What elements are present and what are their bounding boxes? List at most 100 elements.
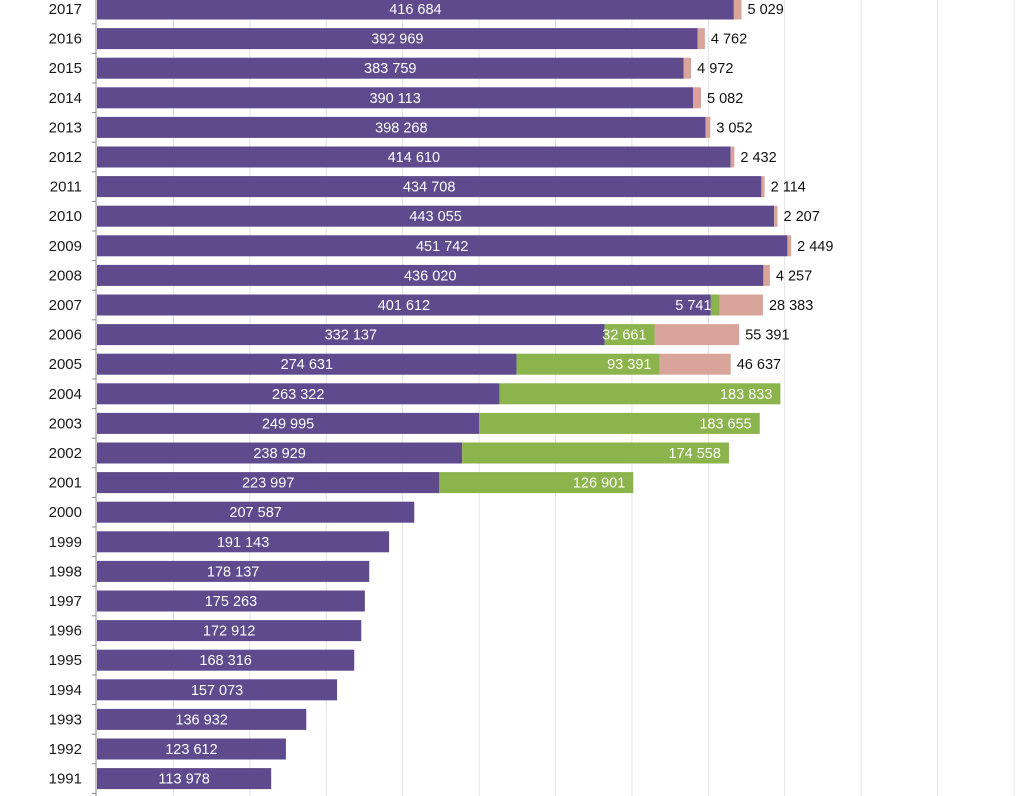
- bar-pink: [693, 87, 701, 109]
- bar-purple: [97, 472, 440, 494]
- value-label-purple: 416 684: [389, 2, 441, 18]
- bar-purple: [97, 412, 480, 434]
- year-label: 1994: [49, 682, 82, 699]
- value-label-purple: 175 263: [205, 594, 257, 610]
- bar-purple: [97, 531, 390, 553]
- value-label-purple: 332 137: [325, 328, 377, 344]
- bar-purple: [97, 353, 517, 375]
- bar-pink: [774, 205, 778, 227]
- value-label-purple: 401 612: [378, 298, 430, 314]
- value-label-green: 126 901: [573, 476, 625, 492]
- value-label-purple: 168 316: [199, 653, 251, 669]
- bar-purple: [97, 560, 370, 582]
- bar-purple: [97, 620, 362, 642]
- bar-pink: [761, 176, 765, 198]
- bar-green: [439, 472, 634, 494]
- value-label-pink: 55 391: [745, 328, 789, 344]
- value-label-purple: 223 997: [242, 476, 294, 492]
- bar-purple: [97, 383, 500, 405]
- bar-purple: [97, 146, 731, 168]
- bar-pink: [719, 294, 763, 316]
- year-label: 2016: [49, 31, 82, 48]
- bar-green: [516, 353, 660, 375]
- value-label-pink: 2 432: [740, 150, 776, 166]
- y-axis: 2017 2016 2015 2014 2013 2012 2011 2010 2009 2008…: [49, 0, 97, 796]
- value-label-purple: 191 143: [217, 535, 269, 551]
- year-label: 2000: [49, 504, 82, 521]
- bar-pink: [733, 0, 742, 20]
- bar-green: [710, 294, 720, 316]
- bar-purple: [97, 649, 355, 671]
- year-label: 2010: [49, 208, 82, 225]
- value-label-purple: 274 631: [281, 357, 333, 373]
- value-label-green: 5 741: [675, 298, 711, 314]
- value-label-purple: 238 929: [253, 446, 305, 462]
- year-label: 2008: [49, 267, 82, 284]
- bar-purple: [97, 57, 684, 79]
- value-label-purple: 136 932: [175, 712, 227, 728]
- value-label-purple: 414 610: [388, 150, 440, 166]
- bar-pink: [697, 28, 705, 50]
- bar-purple: [97, 324, 605, 346]
- value-label-purple: 383 759: [364, 61, 416, 77]
- value-label-purple: 398 268: [375, 120, 427, 136]
- year-label: 2007: [49, 297, 82, 314]
- value-label-purple: 123 612: [165, 742, 217, 758]
- bar-purple: [97, 442, 463, 464]
- value-label-pink: 5 082: [707, 91, 743, 107]
- year-label: 2006: [49, 327, 82, 344]
- bar-pink: [705, 116, 711, 138]
- bar-green: [479, 412, 760, 434]
- value-label-pink: 2 114: [771, 180, 806, 196]
- bars: [97, 0, 792, 790]
- value-label-purple: 157 073: [191, 683, 243, 699]
- labels: 416 684 5 029 392 969 4 762 383 759 4 972 390 …: [158, 2, 833, 788]
- bar-pink: [654, 324, 740, 346]
- value-label-pink: 4 762: [711, 32, 747, 48]
- year-label: 1992: [49, 741, 82, 758]
- bar-purple: [97, 738, 286, 760]
- value-label-green: 183 655: [699, 416, 751, 432]
- bar-purple: [97, 590, 365, 612]
- value-label-pink: 46 637: [737, 357, 781, 373]
- value-label-pink: 4 257: [776, 268, 812, 284]
- value-label-purple: 172 912: [203, 624, 255, 640]
- bar-purple: [97, 501, 415, 523]
- value-label-purple: 436 020: [404, 268, 456, 284]
- value-label-pink: 4 972: [697, 61, 733, 77]
- value-label-purple: 443 055: [409, 209, 461, 225]
- year-label: 2011: [50, 179, 82, 196]
- bar-green: [604, 324, 655, 346]
- bar-pink: [659, 353, 731, 375]
- bar-pink: [730, 146, 735, 168]
- bar-purple: [97, 205, 775, 227]
- year-label: 2004: [49, 386, 82, 403]
- value-label-purple: 178 137: [207, 564, 259, 580]
- year-label: 2014: [49, 90, 82, 107]
- bar-purple: [97, 235, 788, 257]
- year-label: 2003: [49, 415, 82, 432]
- value-label-purple: 390 113: [369, 91, 420, 107]
- year-label: 2002: [49, 445, 82, 462]
- value-label-pink: 28 383: [769, 298, 813, 314]
- value-label-green: 174 558: [669, 446, 721, 462]
- year-label: 2005: [49, 356, 82, 373]
- bar-purple: [97, 87, 694, 109]
- bar-pink: [763, 264, 770, 286]
- year-label: 1995: [49, 652, 82, 669]
- bar-purple: [97, 28, 698, 50]
- value-label-green: 32 661: [602, 328, 646, 344]
- year-label: 1991: [49, 771, 82, 788]
- year-label: 2017: [49, 1, 82, 18]
- year-label: 2012: [49, 149, 82, 166]
- bar-purple: [97, 679, 338, 701]
- value-label-pink: 5 029: [748, 2, 784, 18]
- bar-pink: [683, 57, 692, 79]
- value-label-purple: 434 708: [403, 180, 455, 196]
- bar-green: [499, 383, 781, 405]
- bar-pink: [787, 235, 792, 257]
- year-label: 2015: [49, 60, 82, 77]
- value-label-pink: 2 449: [797, 239, 833, 255]
- value-label-purple: 451 742: [416, 239, 468, 255]
